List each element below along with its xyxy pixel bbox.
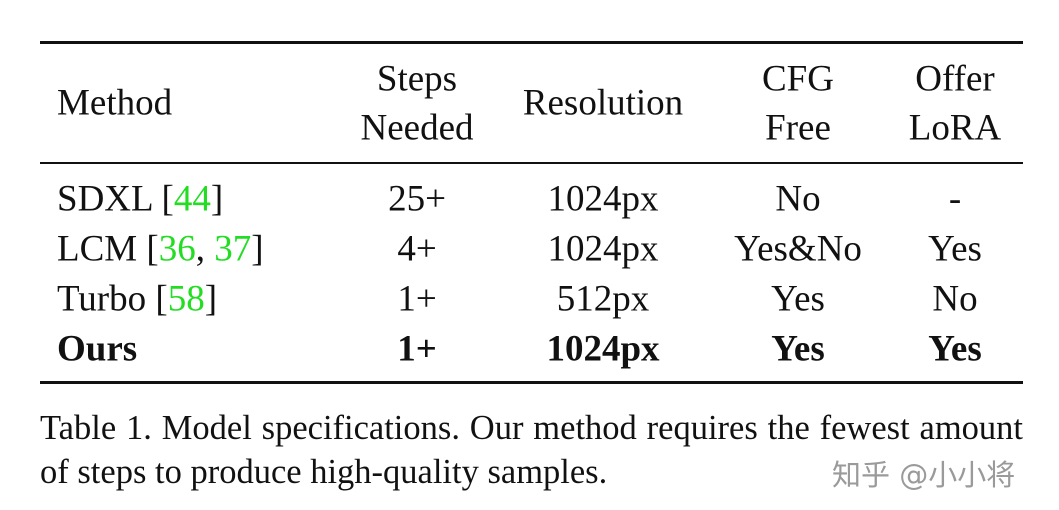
table-cell: 1024px [547, 178, 659, 220]
table-cell: Yes&No [734, 228, 862, 270]
table-cell: No [932, 278, 978, 320]
method-text: ] [210, 178, 224, 220]
method-text: ] [251, 228, 264, 270]
header-cell: Free [765, 107, 831, 149]
table-cell: 1024px [547, 228, 659, 270]
table-cell: 25+ [388, 178, 446, 220]
table-cell: - [948, 178, 962, 220]
method-text: Turbo [ [57, 278, 168, 320]
table-cell: 1+ [397, 328, 437, 370]
header-cell: Steps [376, 58, 458, 100]
header-cell: Offer [915, 58, 995, 100]
table-cell: 512px [556, 278, 650, 320]
citation: 36 [158, 228, 196, 270]
method-cell: SDXL [44] [57, 181, 223, 218]
method-text: , [195, 228, 215, 270]
header-cell: Resolution [522, 82, 684, 124]
caption: Table 1. Model specifications. Our metho… [40, 409, 1023, 491]
citation: 58 [167, 278, 205, 320]
top-rule [40, 41, 1023, 44]
mid-rule [40, 162, 1023, 164]
header-cell: Method [57, 82, 173, 124]
table-cell: No [775, 178, 821, 220]
table-cell: 1024px [546, 328, 660, 370]
table-cell: Yes [928, 328, 982, 370]
method-text: Ours [57, 328, 138, 370]
table-cell: Yes [771, 278, 825, 320]
header-cell: Needed [360, 107, 474, 149]
method-text: LCM [ [57, 228, 159, 270]
header-cell: LoRA [908, 107, 1002, 149]
table-cell: Yes [928, 228, 982, 270]
method-cell: LCM [36, 37] [57, 231, 264, 268]
citation: 37 [214, 228, 252, 270]
bottom-rule [40, 381, 1023, 384]
method-text: ] [204, 278, 218, 320]
watermark: 知乎 @小小将 [832, 458, 1016, 492]
table-cell: 4+ [397, 228, 437, 270]
method-cell: Turbo [58] [57, 281, 217, 318]
table-cell: 1+ [397, 278, 437, 320]
method-cell: Ours [57, 331, 137, 368]
header-cell: CFG [762, 58, 834, 100]
table-cell: Yes [771, 328, 825, 370]
citation: 44 [173, 178, 211, 220]
method-text: SDXL [ [57, 178, 174, 220]
